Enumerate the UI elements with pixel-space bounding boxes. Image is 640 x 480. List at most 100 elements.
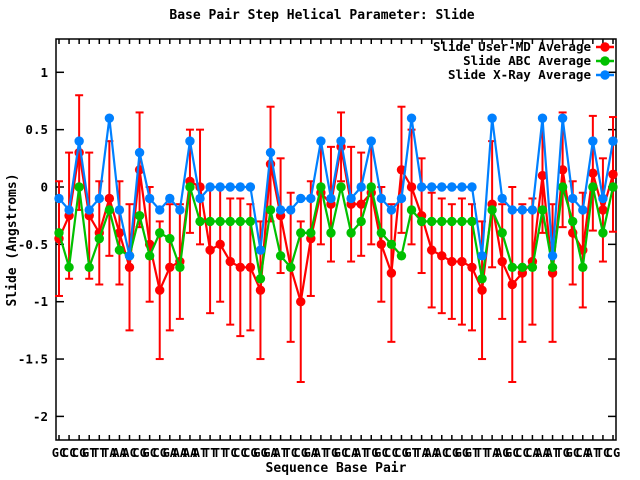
x-tick-label: AG bbox=[495, 446, 509, 460]
y-tick-label: -1 bbox=[33, 294, 48, 309]
x-tick-label: CG bbox=[294, 446, 308, 460]
data-point bbox=[608, 136, 618, 146]
legend-label-xray: Slide X-Ray Average bbox=[448, 67, 591, 82]
x-tick-label: AC bbox=[435, 446, 449, 460]
x-tick-label: CA bbox=[344, 446, 359, 460]
data-point bbox=[386, 239, 397, 250]
x-tick-label: TC bbox=[283, 446, 297, 460]
x-tick-label: CC bbox=[62, 446, 76, 460]
data-point bbox=[104, 193, 115, 204]
x-tick-label: GG bbox=[455, 446, 469, 460]
data-point bbox=[225, 182, 235, 192]
data-point bbox=[185, 136, 195, 146]
x-tick-label: CG bbox=[132, 446, 146, 460]
data-point bbox=[588, 182, 598, 192]
x-tick-label: GA bbox=[263, 446, 278, 460]
data-point bbox=[296, 193, 306, 204]
data-point bbox=[205, 216, 215, 227]
x-tick-label: CG bbox=[153, 446, 167, 460]
x-tick-label: AT bbox=[314, 446, 328, 460]
data-point bbox=[568, 193, 578, 204]
data-point bbox=[356, 182, 366, 192]
data-point bbox=[94, 233, 104, 244]
x-tick-label: GC bbox=[334, 446, 348, 460]
data-point bbox=[386, 268, 397, 278]
data-point bbox=[316, 182, 326, 192]
data-point bbox=[245, 182, 256, 192]
y-tick-label: -0.5 bbox=[18, 237, 48, 252]
data-point bbox=[195, 193, 205, 204]
x-tick-label: TG bbox=[324, 446, 338, 460]
data-point bbox=[155, 228, 165, 238]
data-point bbox=[144, 251, 155, 261]
x-tick-label: CG bbox=[243, 446, 257, 460]
data-point bbox=[588, 168, 598, 178]
x-tick-label: TG bbox=[364, 446, 378, 460]
data-point bbox=[437, 251, 447, 261]
data-point bbox=[114, 205, 125, 215]
legend-marker bbox=[600, 70, 610, 80]
data-point bbox=[457, 256, 467, 267]
data-point bbox=[416, 182, 427, 192]
data-point bbox=[215, 239, 225, 250]
data-point bbox=[225, 216, 235, 227]
x-tick-label: CC bbox=[233, 446, 247, 460]
data-point bbox=[608, 169, 618, 180]
x-tick-label: GG bbox=[253, 446, 267, 460]
data-point bbox=[134, 147, 145, 158]
x-tick-label: GT bbox=[465, 446, 479, 460]
data-point bbox=[215, 216, 225, 227]
data-point bbox=[497, 193, 507, 204]
legend-marker bbox=[600, 56, 610, 66]
data-point bbox=[356, 199, 366, 209]
x-tick-label: TA bbox=[414, 446, 429, 460]
y-tick-label: 0.5 bbox=[25, 122, 48, 137]
x-tick-label: GT bbox=[404, 446, 418, 460]
data-point bbox=[74, 182, 84, 192]
data-point bbox=[356, 216, 366, 227]
x-tick-label: AT bbox=[273, 446, 287, 460]
data-point bbox=[588, 136, 598, 146]
data-point bbox=[336, 136, 346, 146]
data-point bbox=[245, 262, 256, 272]
data-point bbox=[326, 193, 336, 204]
x-tick-label: CC bbox=[515, 446, 529, 460]
x-tick-label: CG bbox=[445, 446, 459, 460]
legend-marker bbox=[600, 42, 610, 52]
data-point bbox=[255, 274, 266, 284]
x-tick-label: CA bbox=[525, 446, 540, 460]
x-tick-label: AA bbox=[183, 446, 198, 460]
data-point bbox=[235, 216, 246, 227]
data-point bbox=[477, 274, 487, 284]
data-point bbox=[104, 205, 115, 215]
y-tick-label: -1.5 bbox=[18, 352, 48, 367]
data-point bbox=[275, 251, 286, 261]
data-point bbox=[235, 262, 246, 272]
data-point bbox=[124, 251, 135, 261]
data-point bbox=[346, 228, 356, 238]
data-point bbox=[64, 205, 74, 215]
x-tick-label: TA bbox=[485, 446, 500, 460]
data-point bbox=[447, 256, 457, 267]
data-point bbox=[598, 205, 608, 215]
legend-label-user-md: Slide User-MD Average bbox=[433, 39, 592, 54]
data-point bbox=[416, 216, 427, 227]
data-point bbox=[487, 113, 497, 123]
data-point bbox=[467, 182, 477, 192]
data-point bbox=[406, 182, 417, 192]
data-point bbox=[537, 170, 548, 181]
x-tick-label: GC bbox=[142, 446, 156, 460]
x-tick-label: GC bbox=[52, 446, 66, 460]
data-point bbox=[527, 262, 538, 272]
x-tick-label: AA bbox=[173, 446, 188, 460]
data-point bbox=[578, 262, 588, 272]
data-point bbox=[568, 216, 578, 227]
data-point bbox=[215, 182, 225, 192]
data-point bbox=[396, 251, 407, 261]
data-point bbox=[447, 216, 457, 227]
data-point bbox=[265, 147, 276, 158]
x-tick-label: AA bbox=[535, 446, 550, 460]
series-slide-abc-average bbox=[54, 182, 618, 284]
data-point bbox=[437, 182, 447, 192]
